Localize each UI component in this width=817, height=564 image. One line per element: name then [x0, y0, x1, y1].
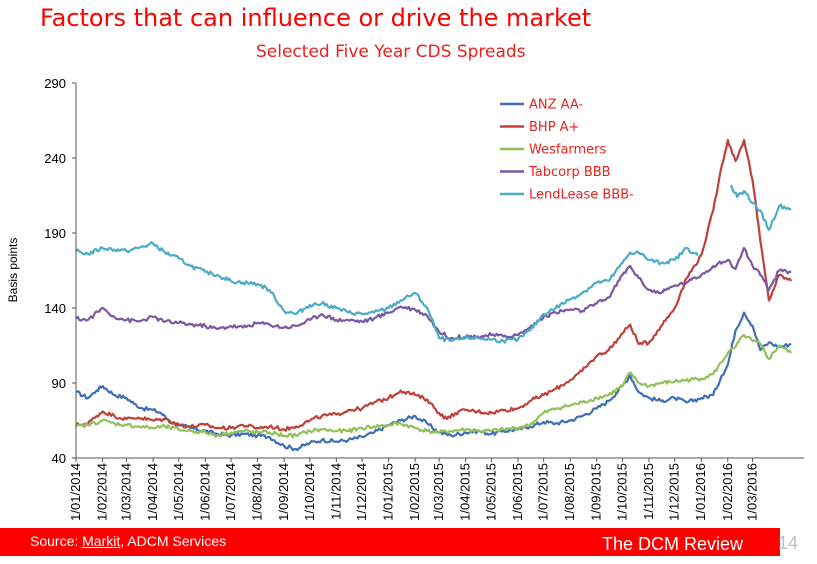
y-tick-label: 190: [44, 226, 66, 241]
x-tick-label: 1/01/2014: [68, 463, 83, 521]
x-tick-label: 1/02/2014: [95, 463, 110, 521]
series-line-lendlease-bbb: [75, 241, 699, 344]
y-tick-label: 40: [52, 451, 66, 466]
x-tick-label: 1/03/2014: [119, 463, 134, 521]
x-tick-label: 1/01/2015: [381, 463, 396, 521]
legend-label: LendLease BBB-: [529, 188, 634, 203]
footer-bar: [0, 528, 780, 556]
x-tick-label: 1/08/2015: [562, 463, 577, 521]
x-tick-label: 1/11/2015: [641, 463, 656, 520]
x-tick-label: 1/11/2014: [328, 463, 343, 520]
x-tick-label: 1/05/2015: [483, 463, 498, 521]
x-tick-label: 1/09/2014: [276, 463, 291, 521]
series-line-anz-aa: [75, 311, 792, 452]
x-tick-label: 1/07/2015: [536, 463, 551, 521]
x-tick-label: 1/02/2016: [720, 463, 735, 521]
legend-label: ANZ AA-: [529, 98, 584, 113]
legend-label: Wesfarmers: [529, 143, 607, 158]
x-tick-label: 1/01/2016: [693, 463, 708, 521]
x-tick-label: 1/08/2014: [250, 463, 265, 521]
source-link[interactable]: Markit: [82, 533, 121, 549]
chart-title: Selected Five Year CDS Spreads: [256, 42, 526, 62]
x-tick-label: 1/06/2014: [197, 463, 212, 521]
y-tick-label: 290: [44, 76, 66, 91]
page-number: 14: [778, 533, 799, 553]
slide-title: Factors that can influence or drive the …: [40, 4, 592, 32]
source-suffix: , ADCM Services: [120, 533, 227, 549]
legend: ANZ AA- BHP A+ Wesfarmers Tabcorp BBB LendLe…: [500, 98, 634, 203]
x-tick-label: 1/03/2016: [745, 463, 760, 521]
x-tick-label: 1/04/2015: [458, 463, 473, 521]
x-tick-label: 1/02/2015: [407, 463, 422, 521]
series-line-continuation: [730, 184, 792, 232]
x-tick-label: 1/04/2014: [145, 463, 160, 521]
x-tick-label: 1/10/2014: [302, 463, 317, 521]
x-tick-label: 1/10/2015: [614, 463, 629, 521]
x-axis-ticks: 1/01/2014 1/02/2014 1/03/2014 1/04/2014 1/05…: [68, 458, 760, 521]
series-line-bhp-a: [75, 138, 793, 432]
y-tick-label: 240: [44, 151, 66, 166]
y-tick-label: 140: [44, 301, 66, 316]
brand-name: The DCM Review: [602, 534, 744, 554]
x-tick-label: 1/07/2014: [223, 463, 238, 521]
y-axis-label: Basis points: [6, 238, 20, 303]
x-tick-label: 1/05/2014: [171, 463, 186, 521]
y-axis-ticks: 40 90 140 190 240 290: [44, 76, 76, 466]
series-line-wesfarmers: [75, 333, 793, 439]
source-prefix: Source:: [30, 533, 83, 549]
x-tick-label: 1/03/2015: [431, 463, 446, 521]
x-tick-label: 1/06/2015: [510, 463, 525, 521]
x-tick-label: 1/09/2015: [589, 463, 604, 521]
plot-lines: [75, 138, 793, 452]
x-tick-label: 1/12/2014: [354, 463, 369, 521]
x-tick-label: 1/12/2015: [667, 463, 682, 521]
axes: [75, 83, 804, 459]
legend-label: BHP A+: [529, 120, 579, 135]
legend-label: Tabcorp BBB: [528, 165, 611, 180]
source-note: Source: Markit, ADCM Services: [30, 533, 226, 549]
y-tick-label: 90: [52, 376, 66, 391]
cds-spreads-line-chart: 40 90 140 190 240 290 1/01/2014 1/02/2014 1/03/…: [6, 76, 804, 521]
